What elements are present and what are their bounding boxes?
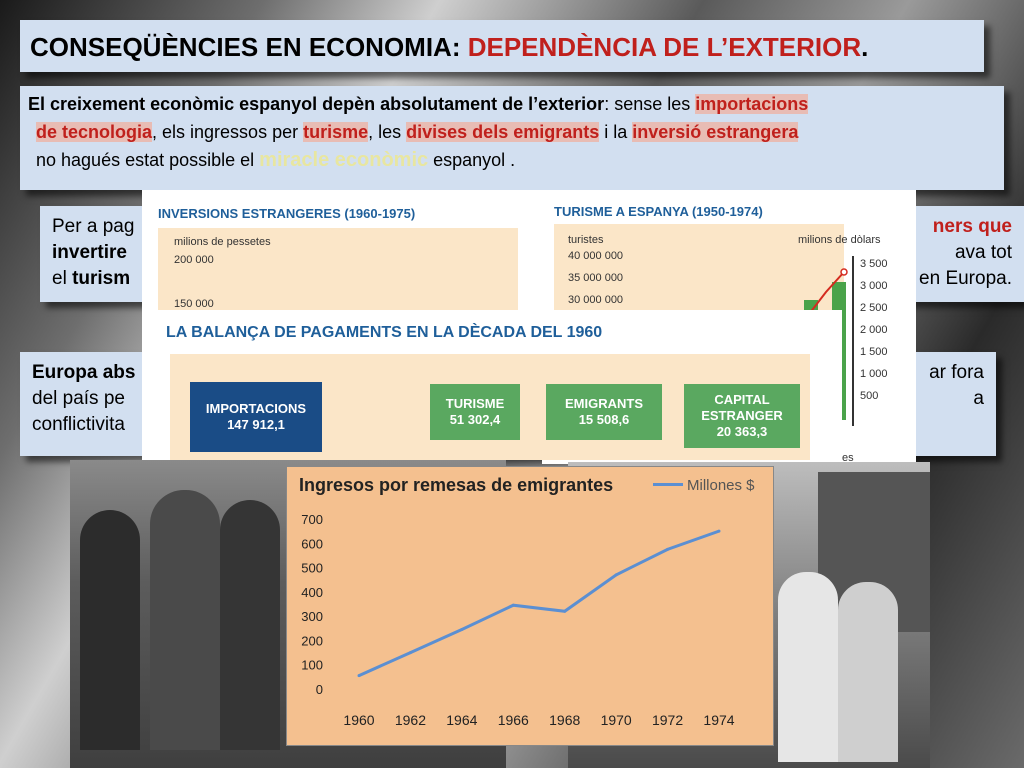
title-part3: . [861,32,869,62]
balanca-label: CAPITAL ESTRANGER [701,392,783,423]
para2-text: Per a pag [52,216,135,237]
balanca-label: EMIGRANTS [565,396,643,411]
highlight-divises: divises dels emigrants [406,122,600,142]
y-tick-label: 500 [301,561,323,576]
intro-text: no hagués estat possible el [36,150,260,170]
remesas-data-point [357,674,361,678]
turisme-left-tick: 40 000 000 [568,250,624,262]
para3-text: Europa abs [32,362,136,383]
turisme-line [805,268,848,319]
para2-text: turism [72,268,131,289]
turisme-left-tick: 30 000 000 [568,294,624,306]
y-tick-label: 100 [301,658,323,673]
title-part1: CONSEQÜÈNCIES EN ECONOMIA: [30,32,468,62]
balanca-label: TURISME [445,396,505,411]
remesas-data-point [563,609,567,613]
balanca-label: IMPORTACIONS [205,401,307,416]
turisme-foot: es [842,452,854,464]
balanca-turisme: TURISME 51 302,4 [430,384,520,440]
balanca-pagaments: LA BALANÇA DE PAGAMENTS EN LA DÈCADA DEL… [142,310,842,460]
slide-title: CONSEQÜÈNCIES EN ECONOMIA: DEPENDÈNCIA D… [20,20,984,72]
remesas-data-point [408,651,412,655]
turisme-right-tick: 2 500 [860,302,888,314]
turisme-right-tick: 3 500 [860,258,888,270]
y-tick-label: 700 [301,512,323,527]
turisme-left-unit: turistes [568,234,604,246]
intro-text: espanyol . [428,150,516,170]
para2-text: en Europa. [919,268,1012,289]
highlight-importacions: importacions [695,94,809,114]
y-tick-label: 400 [301,585,323,600]
intro-text: i la [599,122,633,142]
turisme-plot [554,224,844,314]
turisme-right-tick: 3 000 [860,280,888,292]
turisme-right-tick: 1 500 [860,346,888,358]
legend-label: Millones $ [687,477,755,494]
remesas-data-point [666,547,670,551]
para2-text: ners que [932,216,1012,237]
balanca-value: 51 302,4 [449,412,501,427]
balanca-value: 20 363,3 [716,424,768,439]
intro-text: , els ingressos per [152,122,304,142]
x-tick-label: 1972 [652,712,683,728]
miracle-text: miracle econòmic [259,149,429,171]
balanca-value: 147 912,1 [227,417,285,432]
y-tick-label: 600 [301,536,323,551]
turisme-right-tick: 1 000 [860,368,888,380]
para3-text: ar fora [929,362,984,383]
remesas-data-point [614,573,618,577]
highlight-tecnologia: de tecnologia [36,122,153,142]
remesas-chart: Ingresos por remesas de emigrantes Millo… [286,466,774,746]
x-tick-label: 1962 [395,712,426,728]
para3-text: del país pe [32,388,125,409]
turisme-right-unit: milions de dòlars [798,234,881,246]
balanca-title: LA BALANÇA DE PAGAMENTS EN LA DÈCADA DEL… [166,324,603,341]
remesas-data-point [511,603,515,607]
y-tick-label: 200 [301,633,323,648]
highlight-inversio: inversió estrangera [632,122,799,142]
x-tick-label: 1960 [343,712,374,728]
intro-lead: El creixement econòmic espanyol depèn ab… [28,94,605,114]
intro-text: : sense les [604,94,696,114]
balanca-importacions: IMPORTACIONS 147 912,1 [190,382,322,452]
para2-text: ava tot [954,242,1012,263]
remesas-title: Ingresos por remesas de emigrantes [299,475,614,495]
para2-text: invertire [52,242,127,263]
inversions-unit: milions de pessetes [174,236,271,248]
remesas-plot: 700 600 500 400 300 200 100 0 1960 1962 1964 1966 19… [301,512,734,728]
remesas-series-line [358,529,720,678]
inversions-chart: INVERSIONS ESTRANGERES (1960-1975) milio… [142,190,640,330]
y-tick-label: 300 [301,609,323,624]
turisme-right-axis [852,256,854,426]
highlight-turisme: turisme [303,122,369,142]
remesas-data-point [717,529,721,533]
x-tick-label: 1970 [601,712,632,728]
x-tick-label: 1968 [549,712,580,728]
legend-swatch [653,483,683,486]
turisme-right-tick: 2 000 [860,324,888,336]
balanca-emigrants: EMIGRANTS 15 508,6 [546,384,662,440]
remesas-data-point [460,628,464,631]
balanca-value: 15 508,6 [578,412,630,427]
inversions-title: INVERSIONS ESTRANGERES (1960-1975) [158,206,416,221]
intro-paragraph: El creixement econòmic espanyol depèn ab… [20,86,1004,190]
para2-text: el [52,268,73,289]
intro-text: , les [368,122,407,142]
title-part2: DEPENDÈNCIA DE L’EXTERIOR [467,32,862,62]
turisme-title: TURISME A ESPANYA (1950-1974) [554,204,763,219]
turisme-left-tick: 35 000 000 [568,272,624,284]
y-tick-label: 0 [316,682,323,697]
inversions-tick: 200 000 [174,254,214,266]
para3-text: conflictivita [32,414,125,435]
turisme-right-tick: 500 [860,390,879,402]
x-tick-label: 1974 [703,712,734,728]
x-tick-label: 1966 [498,712,529,728]
inversions-tick: 150 000 [174,298,214,310]
para3-text: a [973,388,984,409]
balanca-capital: CAPITAL ESTRANGER 20 363,3 [684,384,800,448]
x-tick-label: 1964 [446,712,477,728]
